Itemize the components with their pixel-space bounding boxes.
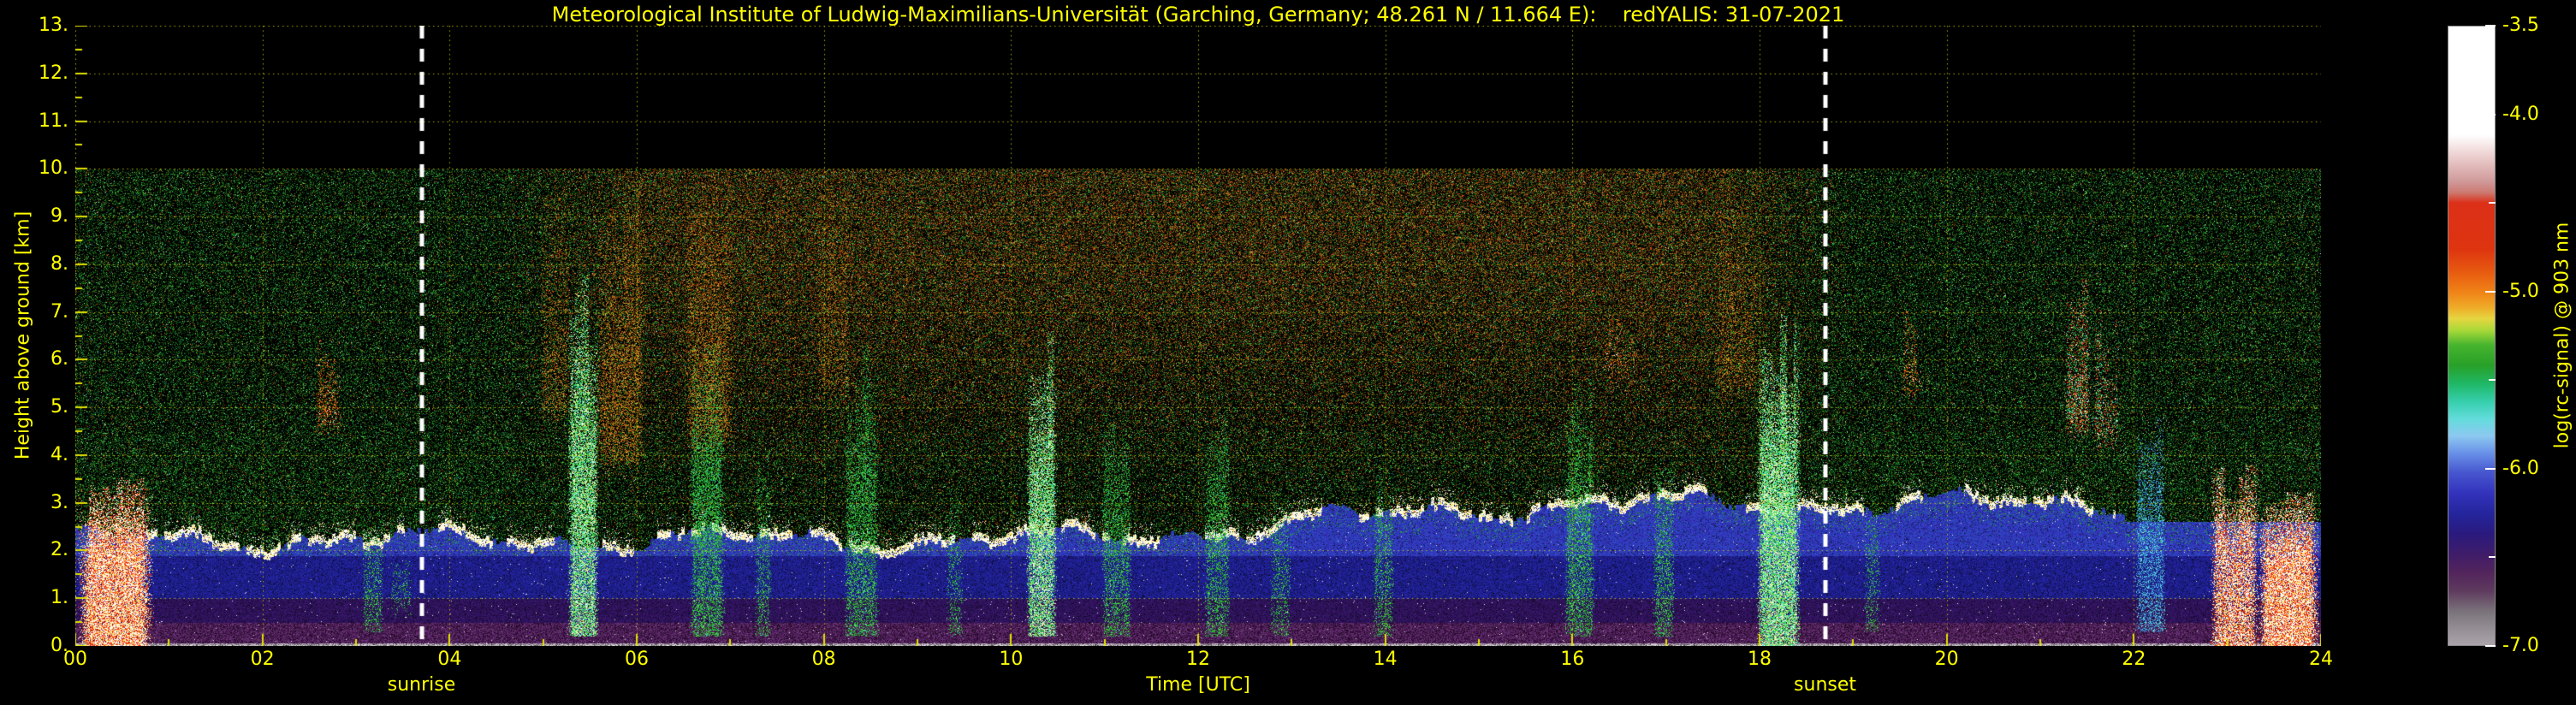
x-tick-label: 20 — [1934, 649, 1959, 670]
colorbar-tick-label: -7.0 — [2502, 635, 2539, 656]
colorbar-tick-mark — [2485, 645, 2496, 647]
plot-title: Meteorological Institute of Ludwig-Maxim… — [551, 3, 1845, 27]
x-tick-label: 06 — [625, 649, 649, 670]
y-axis-title: Height above ground [km] — [12, 210, 34, 460]
colorbar-minor-tick-mark — [2489, 556, 2496, 559]
colorbar-tick-label: -5.0 — [2502, 280, 2539, 302]
y-tick-label: 6. — [50, 348, 68, 370]
colorbar-tick-mark — [2485, 113, 2496, 116]
y-tick-label: 4. — [50, 443, 68, 465]
colorbar-tick-label: -3.5 — [2502, 15, 2539, 36]
y-tick-label: 7. — [50, 300, 68, 323]
x-tick-label: 14 — [1373, 649, 1398, 670]
x-tick-label: 16 — [1560, 649, 1585, 670]
y-tick-label: 11. — [39, 110, 68, 132]
x-axis-title: Time [UTC] — [1146, 674, 1250, 696]
colorbar-tick-mark — [2485, 25, 2496, 27]
sunrise-annotation: sunrise — [387, 674, 456, 696]
colorbar-tick-label: -4.0 — [2502, 103, 2539, 125]
colorbar-minor-tick-mark — [2489, 202, 2496, 204]
x-tick-label: 22 — [2122, 649, 2146, 670]
colorbar-gradient — [2448, 26, 2496, 646]
y-tick-label: 3. — [50, 491, 68, 513]
x-tick-label: 08 — [811, 649, 836, 670]
y-tick-label: 10. — [39, 157, 68, 180]
x-tick-label: 02 — [250, 649, 275, 670]
colorbar-tick-mark — [2485, 467, 2496, 470]
y-tick-label: 13. — [39, 15, 68, 36]
x-tick-label: 18 — [1748, 649, 1772, 670]
x-tick-label: 24 — [2309, 649, 2333, 670]
colorbar-minor-tick-mark — [2489, 379, 2496, 382]
y-tick-label: 5. — [50, 396, 68, 418]
colorbar-tick-label: -6.0 — [2502, 457, 2539, 479]
colorbar-tick-mark — [2485, 290, 2496, 293]
heatmap-plot-area — [75, 26, 2321, 646]
y-tick-label: 9. — [50, 205, 68, 228]
y-tick-label: 1. — [50, 587, 68, 609]
x-tick-label: 04 — [437, 649, 462, 670]
y-tick-label: 12. — [39, 62, 68, 84]
x-tick-label: 00 — [63, 649, 87, 670]
sunset-annotation: sunset — [1794, 674, 1857, 696]
y-tick-label: 2. — [50, 539, 68, 561]
x-tick-label: 10 — [999, 649, 1024, 670]
x-tick-label: 12 — [1186, 649, 1210, 670]
colorbar-title: log(rc-signal) @ 903 nm — [2551, 222, 2573, 449]
y-tick-label: 8. — [50, 252, 68, 275]
y-tick-label: 0. — [50, 635, 68, 656]
